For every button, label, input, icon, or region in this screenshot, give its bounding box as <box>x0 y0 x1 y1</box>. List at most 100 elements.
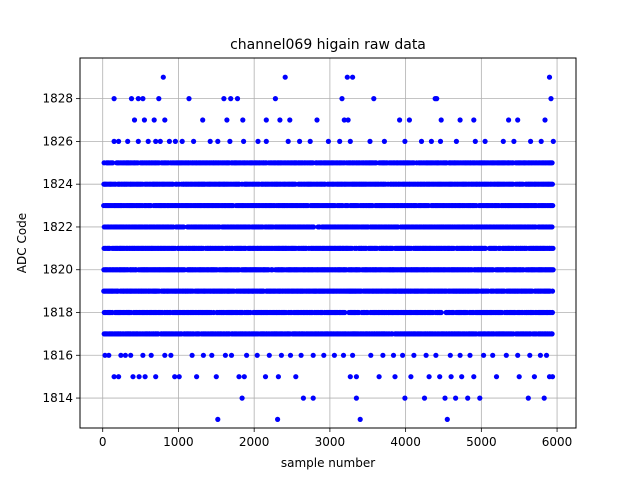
data-point <box>538 138 544 144</box>
data-point <box>411 352 417 358</box>
data-point <box>194 374 200 380</box>
data-point <box>471 117 477 123</box>
data-point <box>337 138 343 144</box>
x-tick-label: 3000 <box>315 435 346 449</box>
data-point <box>130 374 136 380</box>
data-point <box>111 96 117 102</box>
data-point <box>421 395 428 401</box>
data-point <box>310 352 316 358</box>
data-point <box>142 374 148 380</box>
data-point <box>263 117 269 123</box>
data-point <box>438 117 444 123</box>
data-point <box>549 288 556 294</box>
data-point <box>511 138 517 144</box>
data-point <box>457 117 463 123</box>
data-point <box>125 138 131 144</box>
data-point <box>135 138 141 144</box>
x-tick-label: 1000 <box>163 435 194 449</box>
data-point <box>136 374 142 380</box>
data-point <box>528 138 534 144</box>
data-point <box>453 395 459 401</box>
data-point <box>381 138 387 144</box>
data-point <box>493 374 500 380</box>
data-point <box>371 96 377 102</box>
data-point <box>106 352 112 358</box>
data-point <box>111 374 117 380</box>
data-point <box>240 117 246 123</box>
data-point <box>477 395 483 401</box>
data-point <box>116 374 122 380</box>
data-point <box>300 395 306 401</box>
data-point <box>307 138 313 144</box>
x-tick-label: 6000 <box>542 435 573 449</box>
data-point <box>350 74 356 80</box>
data-point <box>549 160 555 166</box>
data-point <box>341 117 347 123</box>
plot-area-frame <box>79 57 577 429</box>
data-point <box>433 352 439 358</box>
data-point <box>241 138 247 144</box>
data-point <box>172 138 178 144</box>
data-point <box>285 138 291 144</box>
data-point <box>215 416 221 422</box>
data-point <box>537 352 544 358</box>
y-tick-label: 1820 <box>42 263 73 277</box>
data-point <box>442 395 448 401</box>
data-point <box>321 352 327 358</box>
data-point <box>543 352 550 358</box>
data-point <box>434 96 440 102</box>
data-point <box>272 96 278 102</box>
data-point <box>402 138 408 144</box>
data-point <box>376 374 382 380</box>
x-tick-label: 5000 <box>466 435 497 449</box>
data-point <box>298 352 304 358</box>
data-point <box>156 96 162 102</box>
x-tick-label: 4000 <box>390 435 421 449</box>
data-point <box>141 117 147 123</box>
data-point <box>266 352 272 358</box>
data-point <box>189 352 195 358</box>
data-point <box>162 117 168 123</box>
data-point <box>282 74 288 80</box>
y-tick-label: 1824 <box>42 177 73 191</box>
data-point <box>453 138 459 144</box>
data-point <box>428 138 434 144</box>
data-point <box>224 117 230 123</box>
data-point <box>222 352 228 358</box>
data-point <box>277 117 283 123</box>
data-row-1823 <box>101 202 556 209</box>
data-point <box>515 117 521 123</box>
data-point <box>241 374 247 380</box>
data-point <box>244 352 250 358</box>
data-point <box>347 374 353 380</box>
data-point <box>444 416 450 422</box>
data-point <box>368 352 374 358</box>
data-point <box>542 117 548 123</box>
data-point <box>254 352 260 358</box>
data-point <box>490 352 496 358</box>
data-point <box>311 224 317 230</box>
data-point <box>357 416 363 422</box>
data-point <box>550 138 556 144</box>
data-point <box>293 374 299 380</box>
data-point <box>549 224 555 230</box>
data-point <box>116 138 122 144</box>
data-point <box>200 117 206 123</box>
data-point <box>227 138 233 144</box>
data-point <box>186 96 192 102</box>
data-point <box>263 138 269 144</box>
data-point <box>516 374 522 380</box>
data-point <box>140 352 146 358</box>
data-point <box>347 138 353 144</box>
data-point <box>367 138 373 144</box>
data-point <box>310 395 316 401</box>
data-point <box>297 138 303 144</box>
data-point <box>472 138 478 144</box>
data-point <box>228 96 234 102</box>
data-point <box>482 138 488 144</box>
data-point <box>549 309 556 316</box>
data-point <box>339 96 345 102</box>
data-point <box>262 374 269 380</box>
data-point <box>181 224 187 230</box>
